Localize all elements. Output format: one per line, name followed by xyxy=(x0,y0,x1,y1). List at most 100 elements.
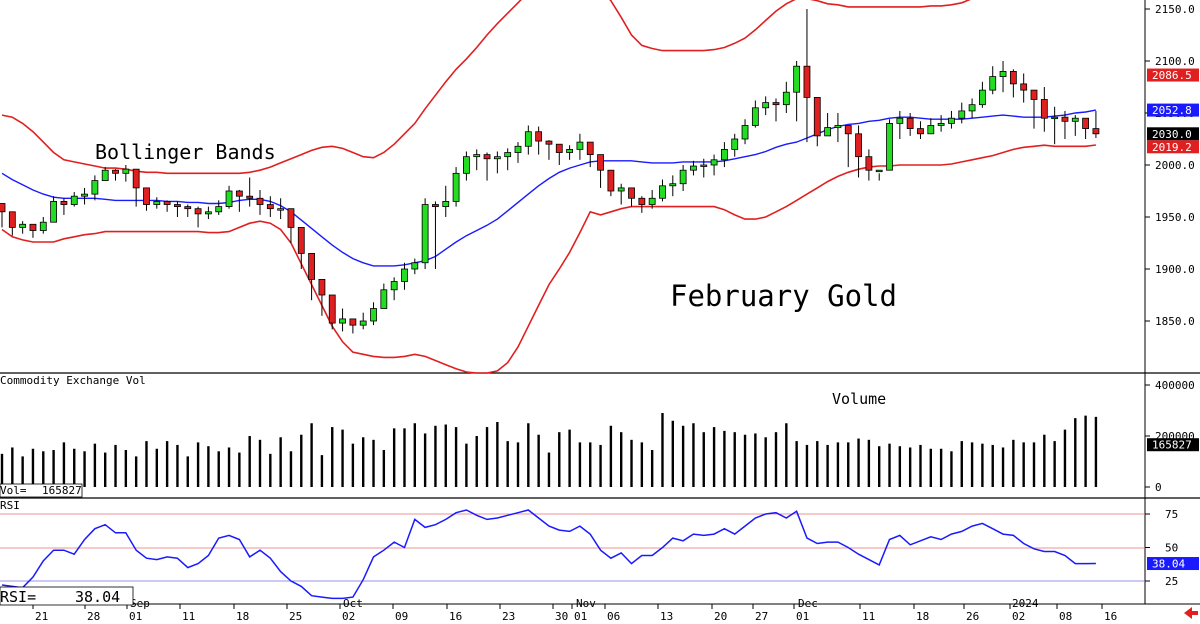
rsi-line xyxy=(1,509,1096,600)
middle-band-path xyxy=(1,109,1097,267)
price-tick-label: 1900.0 xyxy=(1155,263,1195,276)
candle-body xyxy=(328,294,336,324)
candle-body xyxy=(669,183,677,187)
candle-body xyxy=(349,318,357,326)
candle-body xyxy=(597,154,604,171)
upper-band-path xyxy=(1,0,971,175)
candle-body xyxy=(101,169,109,181)
x-tick-label: 18 xyxy=(236,610,249,623)
upper-bollinger-band xyxy=(1,0,971,175)
candle-body xyxy=(163,200,171,205)
x-tick-label: 16 xyxy=(449,610,462,623)
candle-body xyxy=(886,123,893,171)
candle-body xyxy=(958,110,966,119)
lower-band-path xyxy=(1,144,1097,374)
candle-body xyxy=(576,141,584,150)
price-tag: 2086.5 xyxy=(1152,69,1192,82)
candle-body xyxy=(225,190,233,207)
candle-body xyxy=(741,125,749,140)
candle-body xyxy=(535,131,543,142)
x-month-label: Sep xyxy=(130,597,150,610)
candle-body xyxy=(979,89,986,106)
candle-body xyxy=(989,76,997,91)
candle-body xyxy=(153,200,161,205)
volume-last-tag-box xyxy=(1147,438,1199,452)
candlestick-series xyxy=(0,9,1100,334)
candle-body xyxy=(266,204,274,210)
x-tick-label: 08 xyxy=(1059,610,1072,623)
candle-body xyxy=(875,169,883,173)
candle-body xyxy=(1092,128,1100,135)
rsi-tick-label: 25 xyxy=(1165,575,1178,588)
candle-body xyxy=(432,204,439,208)
x-tick-label: 02 xyxy=(1012,610,1025,623)
x-tick-label: 06 xyxy=(607,610,620,623)
candle-body xyxy=(906,117,914,129)
x-month-label: Dec xyxy=(798,597,818,610)
candle-body xyxy=(1071,117,1079,122)
x-tick-label: 02 xyxy=(342,610,355,623)
candle-body xyxy=(896,117,904,124)
x-tick-label: 28 xyxy=(87,610,100,623)
candle-body xyxy=(617,187,625,192)
x-tick-label: 01 xyxy=(796,610,809,623)
candle-body xyxy=(411,262,419,270)
middle-bollinger-band xyxy=(1,109,1097,267)
price-tick-label: 1950.0 xyxy=(1155,211,1195,224)
candle-body xyxy=(204,211,212,215)
lower-bollinger-band xyxy=(1,144,1097,374)
candle-body xyxy=(194,208,202,215)
candle-body xyxy=(1051,116,1059,120)
x-tick-label: 01 xyxy=(574,610,587,623)
candle-body xyxy=(937,123,945,126)
candle-body xyxy=(824,127,831,137)
candle-body xyxy=(81,193,88,197)
price-tick-label: 1850.0 xyxy=(1155,315,1195,328)
price-tag: 2019.2 xyxy=(1152,141,1192,154)
candle-body xyxy=(8,211,16,228)
candle-body xyxy=(473,154,481,158)
scroll-left-arrow-icon[interactable] xyxy=(1184,607,1198,619)
rsi-panel-title: RSI xyxy=(0,499,20,512)
candle-body xyxy=(452,172,460,202)
candle-body xyxy=(1040,99,1048,119)
candle-body xyxy=(91,180,99,195)
rsi-readout-value: 38.04 xyxy=(75,588,120,606)
rsi-readout-label: RSI= xyxy=(0,588,36,606)
candle-body xyxy=(834,125,842,128)
candle-body xyxy=(855,133,862,158)
candle-body xyxy=(638,197,646,205)
candle-body xyxy=(256,197,264,205)
volume-annotation: Volume xyxy=(832,390,886,408)
candle-body xyxy=(483,154,491,160)
candle-body xyxy=(493,156,501,160)
price-tag-box xyxy=(1147,140,1199,154)
volume-readout-label: Vol= xyxy=(0,484,27,497)
candle-body xyxy=(122,168,130,174)
volume-panel-title: Commodity Exchange Vol xyxy=(0,374,146,387)
candle-body xyxy=(29,223,37,231)
x-tick-label: 25 xyxy=(289,610,302,623)
candle-body xyxy=(586,141,594,155)
price-tag-box xyxy=(1147,103,1199,117)
candle-body xyxy=(999,71,1007,78)
candle-body xyxy=(70,195,78,205)
price-tag-box xyxy=(1147,68,1199,82)
candle-body xyxy=(659,185,666,199)
candle-body xyxy=(235,190,243,197)
x-tick-label: 26 xyxy=(966,610,979,623)
candle-body xyxy=(143,187,150,205)
february-gold-label: February Gold xyxy=(670,279,897,313)
candle-body xyxy=(968,104,976,112)
price-tick-label: 2150.0 xyxy=(1155,3,1195,16)
x-tick-label: 11 xyxy=(862,610,875,623)
x-tick-label: 20 xyxy=(714,610,727,623)
candle-body xyxy=(308,252,316,280)
candle-body xyxy=(401,268,408,282)
candle-body xyxy=(339,318,346,324)
volume-last-tag: 165827 xyxy=(1152,439,1192,452)
candle-body xyxy=(39,221,47,231)
candle-body xyxy=(60,200,68,205)
